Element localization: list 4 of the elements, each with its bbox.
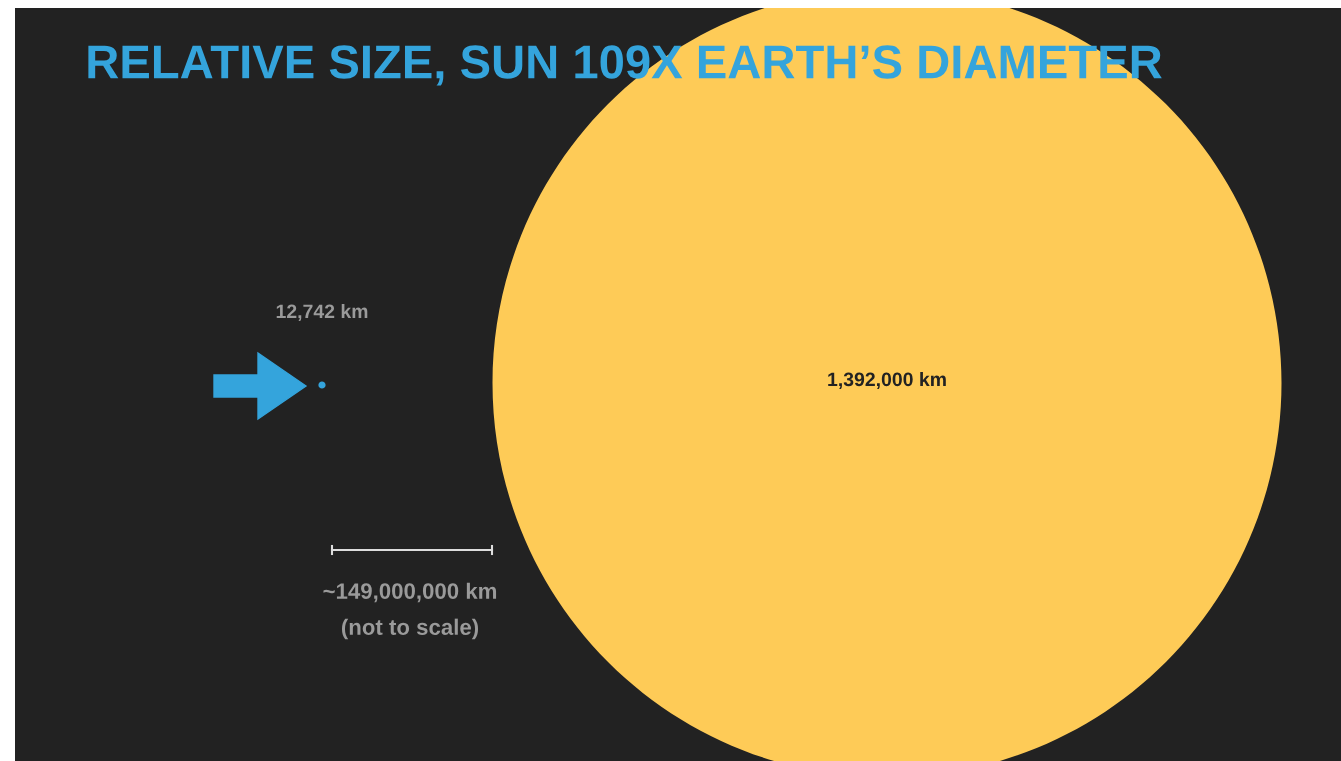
text: ~149,000,000 km [323, 582, 497, 603]
data-label: 1,392,000 km [828, 371, 946, 390]
text: (not to scale) [341, 618, 479, 640]
data-label: 12,742 km [276, 303, 368, 322]
